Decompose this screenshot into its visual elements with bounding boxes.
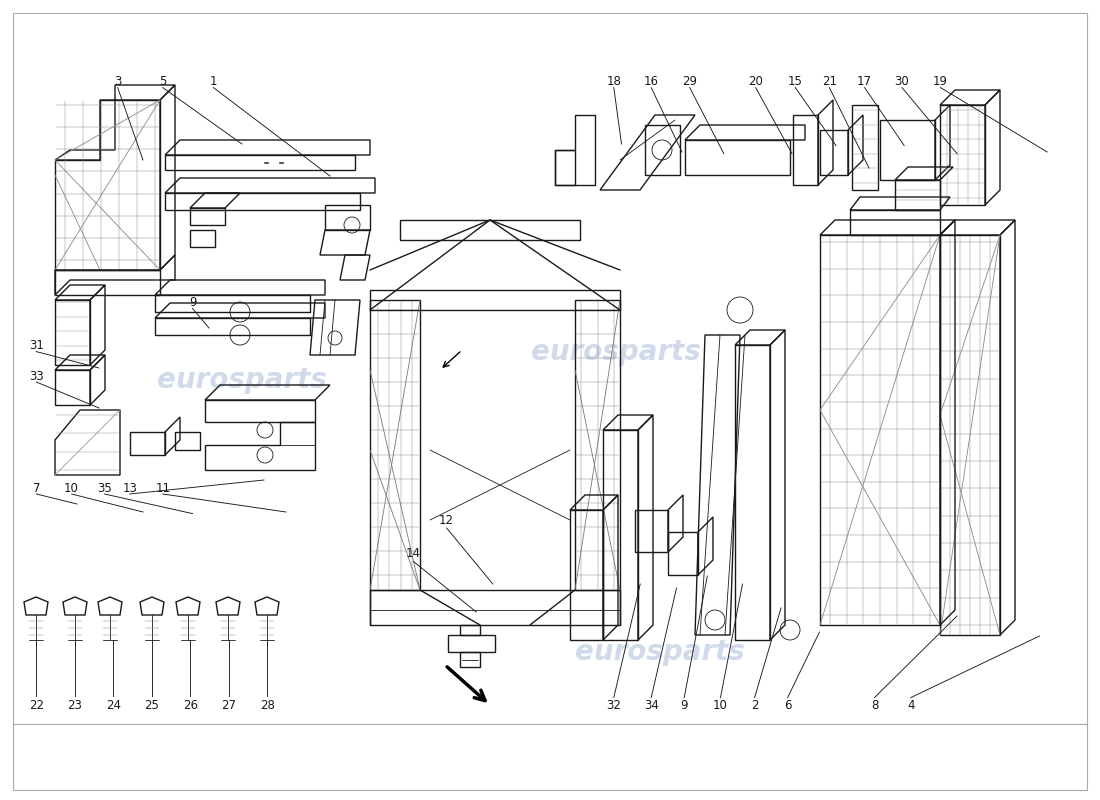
Text: 20: 20 xyxy=(748,75,763,88)
Text: 32: 32 xyxy=(606,699,621,712)
Text: 1: 1 xyxy=(210,75,217,88)
Text: 6: 6 xyxy=(784,699,791,712)
Text: eurosparts: eurosparts xyxy=(575,638,745,666)
Text: 7: 7 xyxy=(33,482,40,494)
Text: 30: 30 xyxy=(894,75,910,88)
Text: 2: 2 xyxy=(751,699,758,712)
Text: 8: 8 xyxy=(871,699,878,712)
Text: 34: 34 xyxy=(644,699,659,712)
Text: 25: 25 xyxy=(144,699,159,712)
Text: eurosparts: eurosparts xyxy=(157,366,327,394)
Text: 22: 22 xyxy=(29,699,44,712)
Text: 33: 33 xyxy=(29,370,44,382)
Text: 3: 3 xyxy=(114,75,121,88)
Text: 9: 9 xyxy=(189,296,196,309)
Text: 11: 11 xyxy=(155,482,170,494)
Text: 10: 10 xyxy=(64,482,79,494)
Text: 10: 10 xyxy=(713,699,728,712)
Text: 31: 31 xyxy=(29,339,44,352)
Text: 29: 29 xyxy=(682,75,697,88)
Text: eurosparts: eurosparts xyxy=(531,338,701,366)
Text: 21: 21 xyxy=(822,75,837,88)
Text: 16: 16 xyxy=(644,75,659,88)
Text: 24: 24 xyxy=(106,699,121,712)
Text: 35: 35 xyxy=(97,482,112,494)
Text: 26: 26 xyxy=(183,699,198,712)
Text: 12: 12 xyxy=(439,514,454,526)
Text: 18: 18 xyxy=(606,75,621,88)
Text: 9: 9 xyxy=(681,699,688,712)
Text: 17: 17 xyxy=(857,75,872,88)
Text: 23: 23 xyxy=(67,699,82,712)
Text: 28: 28 xyxy=(260,699,275,712)
Text: 27: 27 xyxy=(221,699,236,712)
Text: 19: 19 xyxy=(933,75,948,88)
Text: 15: 15 xyxy=(788,75,803,88)
Text: 14: 14 xyxy=(406,547,421,560)
Text: 4: 4 xyxy=(908,699,914,712)
Text: 13: 13 xyxy=(122,482,138,494)
Text: 5: 5 xyxy=(160,75,166,88)
